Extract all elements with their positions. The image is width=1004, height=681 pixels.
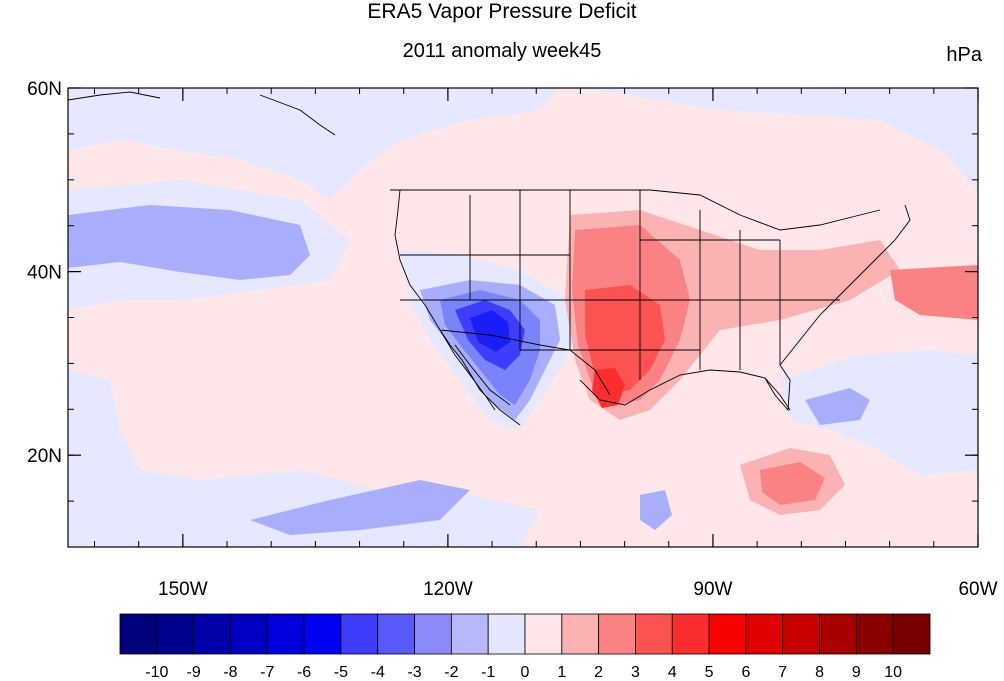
atlantic-negative-weak — [780, 350, 978, 475]
colorbar-swatch — [230, 613, 268, 655]
colorbar-label: -3 — [407, 664, 421, 681]
caribbean-strong-positive — [760, 462, 825, 505]
anomaly-field — [68, 88, 978, 547]
colorbar-label: -7 — [260, 664, 274, 681]
colorbar-label: 9 — [852, 664, 861, 681]
gulf-coast-outline — [579, 369, 791, 411]
colorbar-label: 3 — [631, 664, 640, 681]
colorbar-swatch — [819, 613, 857, 655]
north-pacific-negative-region — [68, 88, 560, 200]
units-label: hPa — [946, 44, 982, 66]
chart-subtitle: 2011 anomaly week45 — [402, 40, 602, 62]
colorbar-swatch — [635, 613, 673, 655]
colorbar-label: -5 — [334, 664, 348, 681]
tropical-pacific-negative-patch — [250, 480, 470, 535]
colorbar-label: 8 — [815, 664, 824, 681]
colorbar-swatch — [892, 613, 931, 655]
colorbar-label: -9 — [187, 664, 201, 681]
colorbar-label: -1 — [481, 664, 495, 681]
colorbar-swatch — [377, 613, 415, 655]
colorbar-label: 0 — [521, 664, 530, 681]
us-canada-border — [390, 189, 881, 231]
north-pacific-negative-region-2 — [580, 88, 978, 190]
colorbar-swatch — [745, 613, 784, 655]
colorbar-swatch — [266, 613, 305, 655]
colorbar-label: -4 — [371, 664, 385, 681]
atlantic-negative — [805, 388, 870, 425]
chart-title: ERA5 Vapor Pressure Deficit — [367, 0, 637, 23]
colorbar-swatch — [524, 613, 563, 655]
axis-ticks: 150W 120W 90W 60W 60N 40N 20N — [27, 79, 997, 600]
colorbar-label: 5 — [705, 664, 714, 681]
lon-tick-label: 120W — [423, 579, 473, 600]
colorbar-label: 2 — [594, 664, 603, 681]
colorbar-swatch — [119, 613, 158, 655]
pacific-band-negative — [68, 205, 310, 280]
colorbar-swatch — [782, 613, 820, 655]
colorbar-swatch — [561, 613, 600, 655]
florida-outline — [764, 364, 791, 412]
colorbar-swatch — [487, 613, 526, 655]
texas-positive — [585, 285, 665, 395]
lon-tick-label: 150W — [158, 579, 208, 600]
atlantic-positive — [890, 265, 978, 320]
colorbar: -10 -9 -8 -7 -6 -5 -4 -3 -2 -1 0 1 2 3 4 5 6 7 8 9 10 — [119, 613, 931, 681]
lat-tick-label: 40N — [27, 263, 62, 284]
lat-tick-label: 20N — [27, 446, 62, 467]
lon-tick-label: 60W — [958, 579, 997, 600]
colorbar-label: -10 — [145, 664, 168, 681]
colorbar-label: 7 — [778, 664, 787, 681]
colorbar-label: 4 — [668, 664, 677, 681]
colorbar-swatch — [193, 613, 231, 655]
southwest-us-peak-negative — [470, 310, 510, 352]
colorbar-label: -8 — [223, 664, 237, 681]
baja-outline — [439, 329, 511, 411]
us-mexico-border — [439, 329, 611, 396]
east-coast-outline — [779, 204, 911, 366]
geographic-outlines — [68, 91, 911, 426]
state-lines — [400, 190, 840, 380]
alaska-coast-outline — [68, 91, 336, 136]
colorbar-label: 6 — [741, 664, 750, 681]
colorbar-swatch — [671, 613, 710, 655]
colorbar-swatch — [340, 613, 379, 655]
colorbar-label: -2 — [444, 664, 458, 681]
colorbar-swatch — [855, 613, 894, 655]
colorbar-swatch — [156, 613, 195, 655]
colorbar-label: 10 — [884, 664, 902, 681]
colorbar-label: 1 — [557, 664, 566, 681]
colorbar-swatch — [414, 613, 452, 655]
lon-tick-label: 90W — [693, 579, 732, 600]
colorbar-label: -6 — [297, 664, 311, 681]
central-america-negative — [640, 490, 672, 530]
colorbar-swatch — [598, 613, 636, 655]
colorbar-swatch — [708, 613, 747, 655]
lat-tick-label: 60N — [27, 79, 62, 100]
colorbar-swatch — [303, 613, 342, 655]
colorbar-swatch — [450, 613, 489, 655]
